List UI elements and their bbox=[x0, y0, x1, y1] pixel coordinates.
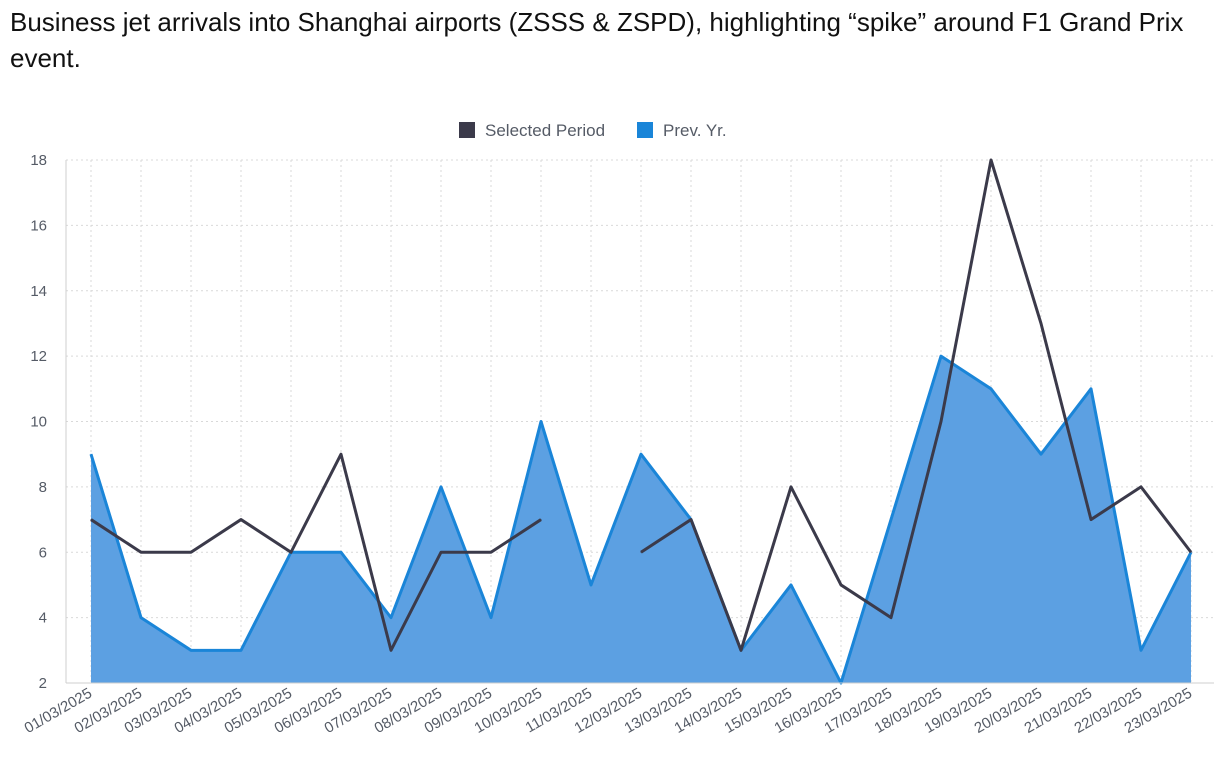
selected-period-point bbox=[1140, 486, 1142, 488]
y-tick-label: 8 bbox=[39, 479, 47, 496]
selected-period-point bbox=[990, 159, 992, 161]
selected-period-point bbox=[90, 519, 92, 521]
y-tick-label: 4 bbox=[39, 610, 47, 627]
selected-period-point bbox=[1040, 322, 1042, 324]
selected-period-point bbox=[790, 486, 792, 488]
prev-year-point bbox=[490, 617, 492, 619]
prev-year-point bbox=[590, 584, 592, 586]
y-tick-label: 14 bbox=[30, 283, 47, 300]
y-tick-label: 18 bbox=[30, 152, 47, 169]
prev-year-point bbox=[340, 551, 342, 553]
y-tick-label: 16 bbox=[30, 217, 47, 234]
y-tick-label: 10 bbox=[30, 414, 47, 431]
prev-year-point bbox=[1140, 649, 1142, 651]
page-title: Business jet arrivals into Shanghai airp… bbox=[10, 7, 1184, 73]
prev-year-point bbox=[440, 486, 442, 488]
selected-period-point bbox=[440, 551, 442, 553]
selected-period-point bbox=[240, 519, 242, 521]
legend-label: Selected Period bbox=[485, 121, 605, 140]
prev-year-point bbox=[1090, 388, 1092, 390]
legend-swatch bbox=[459, 122, 475, 138]
selected-period-line bbox=[90, 158, 1193, 652]
selected-period-point bbox=[940, 421, 942, 422]
prev-year-point bbox=[890, 519, 892, 521]
prev-year-point bbox=[1040, 453, 1042, 455]
selected-period-point bbox=[190, 551, 192, 553]
prev-year-point bbox=[190, 649, 192, 651]
prev-year-point bbox=[940, 355, 942, 357]
prev-year-area bbox=[89, 354, 1193, 685]
selected-period-point bbox=[140, 551, 142, 553]
prev-year-point bbox=[990, 388, 992, 390]
prev-year-point bbox=[90, 453, 92, 455]
legend-label: Prev. Yr. bbox=[663, 121, 727, 140]
y-tick-label: 2 bbox=[39, 675, 47, 692]
selected-period-point bbox=[690, 519, 692, 521]
legend-item[interactable]: Prev. Yr. bbox=[637, 121, 727, 140]
selected-period-point bbox=[890, 617, 892, 619]
prev-year-point bbox=[240, 649, 242, 651]
selected-period-point bbox=[740, 649, 742, 651]
selected-period-point bbox=[1190, 551, 1192, 553]
selected-period-point bbox=[390, 649, 392, 651]
legend-swatch bbox=[637, 122, 653, 138]
selected-period-point bbox=[540, 519, 542, 521]
prev-year-point bbox=[140, 617, 142, 619]
prev-year-point bbox=[540, 421, 542, 422]
selected-period-point bbox=[490, 551, 492, 553]
selected-period-point bbox=[290, 551, 292, 553]
y-tick-label: 12 bbox=[30, 348, 47, 365]
prev-year-point bbox=[790, 584, 792, 586]
legend[interactable]: Selected Period Prev. Yr. bbox=[459, 121, 727, 140]
selected-period-point bbox=[840, 584, 842, 586]
prev-year-point bbox=[390, 617, 392, 619]
selected-period-path bbox=[90, 158, 1193, 652]
selected-period-point bbox=[340, 453, 342, 455]
prev-year-point bbox=[640, 453, 642, 455]
y-tick-label: 6 bbox=[39, 544, 47, 561]
selected-period-point bbox=[640, 551, 642, 553]
legend-item[interactable]: Selected Period bbox=[459, 121, 605, 140]
selected-period-point bbox=[1090, 519, 1092, 521]
